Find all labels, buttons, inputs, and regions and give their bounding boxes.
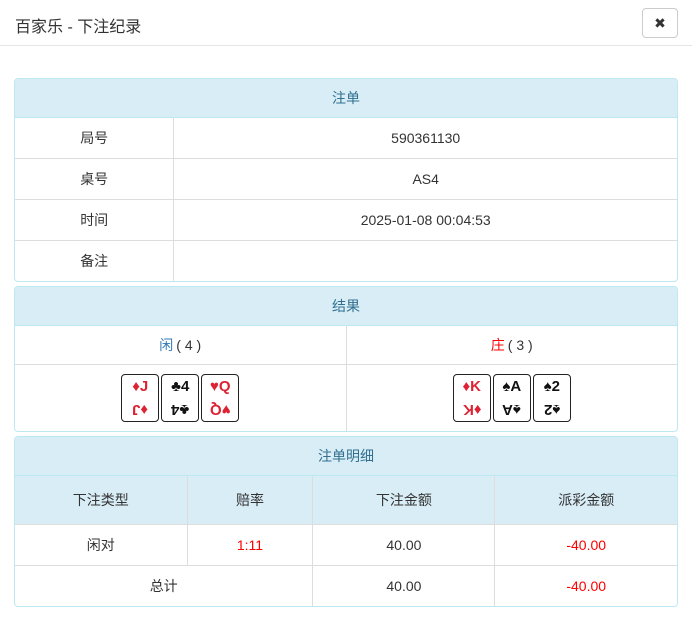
col-odds: 赔率: [186, 475, 314, 525]
close-icon: ✖: [654, 15, 666, 31]
player-points: ( 4 ): [176, 337, 202, 353]
bet-details-panel: 注单明细 下注类型 赔率 下注金额 派彩金额 闲对 1:11 40.00 -40.00…: [14, 436, 678, 607]
bet-slip-row-label: 备注: [15, 240, 175, 281]
total-bet-amount-cell: 40.00: [312, 565, 496, 606]
banker-cards-cell: ♦K ♦K ♠A ♠A ♠2 ♠2: [345, 364, 677, 431]
playing-card: ♣4 ♣4: [161, 374, 200, 422]
card-face-top: ♥Q: [209, 378, 231, 395]
bet-slip-panel: 注单 局号 590361130 桌号 AS4 时间 2025-01-08 00:04:53…: [14, 78, 678, 282]
bet-slip-table-body: 局号 590361130 桌号 AS4 时间 2025-01-08 00:04:53 备注: [15, 117, 677, 281]
banker-points: ( 3 ): [507, 337, 533, 353]
bet-amount-cell: 40.00: [312, 524, 496, 566]
bet-details-row: 闲对 1:11 40.00 -40.00: [15, 524, 677, 566]
result-panel: 结果 闲( 4 ) 庄( 3 ) ♦J ♦J ♣4 ♣4 ♥Q ♥Q ♦K ♦K ♠A: [14, 286, 678, 432]
bet-slip-row: 局号 590361130: [15, 117, 677, 159]
odds-cell: 1:11: [186, 524, 314, 566]
banker-label: 庄: [490, 337, 505, 353]
player-cards-cell: ♦J ♦J ♣4 ♣4 ♥Q ♥Q: [15, 364, 347, 431]
banker-points-cell: 庄( 3 ): [345, 325, 677, 365]
bet-slip-row: 时间 2025-01-08 00:04:53: [15, 199, 677, 241]
card-face-top: ♠A: [502, 378, 522, 395]
player-cards: ♦J ♦J ♣4 ♣4 ♥Q ♥Q: [16, 374, 345, 422]
player-label: 闲: [159, 337, 174, 353]
bet-type-cell: 闲对: [15, 524, 188, 566]
card-face-bottom: ♦K: [462, 401, 482, 418]
bet-details-panel-title: 注单明细: [15, 437, 677, 476]
bet-slip-row-label: 桌号: [15, 158, 175, 200]
bet-slip-row-value: AS4: [173, 158, 677, 200]
close-button[interactable]: ✖: [642, 8, 678, 38]
playing-card: ♦J ♦J: [121, 374, 160, 422]
bet-slip-row-label: 时间: [15, 199, 175, 241]
card-face-bottom: ♣4: [171, 401, 190, 418]
col-bet-type: 下注类型: [15, 475, 188, 525]
modal-header: 百家乐 - 下注纪录 ✖: [0, 0, 692, 46]
result-table: 闲( 4 ) 庄( 3 ) ♦J ♦J ♣4 ♣4 ♥Q ♥Q ♦K ♦K ♠A ♠A ♠2 ♠2: [15, 325, 677, 431]
total-payout-cell: -40.00: [494, 565, 677, 606]
bet-slip-panel-title: 注单: [15, 79, 677, 118]
bet-slip-row: 桌号 AS4: [15, 158, 677, 200]
total-label-cell: 总计: [15, 565, 314, 606]
banker-cards: ♦K ♦K ♠A ♠A ♠2 ♠2: [347, 374, 676, 422]
card-face-bottom: ♠2: [543, 401, 560, 418]
card-face-bottom: ♠A: [502, 401, 522, 418]
playing-card: ♠A ♠A: [492, 374, 531, 422]
modal-title: 百家乐 - 下注纪录: [15, 19, 142, 36]
result-cards-row: ♦J ♦J ♣4 ♣4 ♥Q ♥Q ♦K ♦K ♠A ♠A ♠2 ♠2: [15, 364, 677, 431]
bet-slip-row-value: 590361130: [173, 117, 677, 159]
card-face-top: ♠2: [543, 378, 560, 395]
bet-details-total-row: 总计 40.00 -40.00: [15, 565, 677, 606]
playing-card: ♥Q ♥Q: [201, 374, 240, 422]
col-payout: 派彩金额: [494, 475, 677, 525]
player-points-cell: 闲( 4 ): [15, 325, 347, 365]
bet-details-table-body: 闲对 1:11 40.00 -40.00 总计 40.00 -40.00: [15, 524, 677, 606]
col-bet-amount: 下注金额: [312, 475, 496, 525]
bet-slip-row-value: [173, 240, 677, 281]
bet-slip-row: 备注: [15, 240, 677, 281]
card-face-top: ♦K: [462, 378, 482, 395]
card-face-top: ♣4: [171, 378, 190, 395]
card-face-top: ♦J: [132, 378, 149, 395]
modal-body: 注单 局号 590361130 桌号 AS4 时间 2025-01-08 00:04:53…: [0, 46, 692, 621]
result-points-row: 闲( 4 ) 庄( 3 ): [15, 325, 677, 365]
card-face-bottom: ♦J: [132, 401, 149, 418]
result-panel-title: 结果: [15, 287, 677, 326]
bet-slip-table: 局号 590361130 桌号 AS4 时间 2025-01-08 00:04:53 备注: [15, 117, 677, 281]
payout-cell: -40.00: [494, 524, 677, 566]
bet-slip-row-value: 2025-01-08 00:04:53: [173, 199, 677, 241]
card-face-bottom: ♥Q: [209, 401, 231, 418]
playing-card: ♠2 ♠2: [532, 374, 571, 422]
bet-slip-row-label: 局号: [15, 117, 175, 159]
bet-details-table: 下注类型 赔率 下注金额 派彩金额 闲对 1:11 40.00 -40.00 总计 40.…: [15, 475, 677, 606]
bet-details-header-row: 下注类型 赔率 下注金额 派彩金额: [15, 475, 677, 525]
playing-card: ♦K ♦K: [452, 374, 491, 422]
